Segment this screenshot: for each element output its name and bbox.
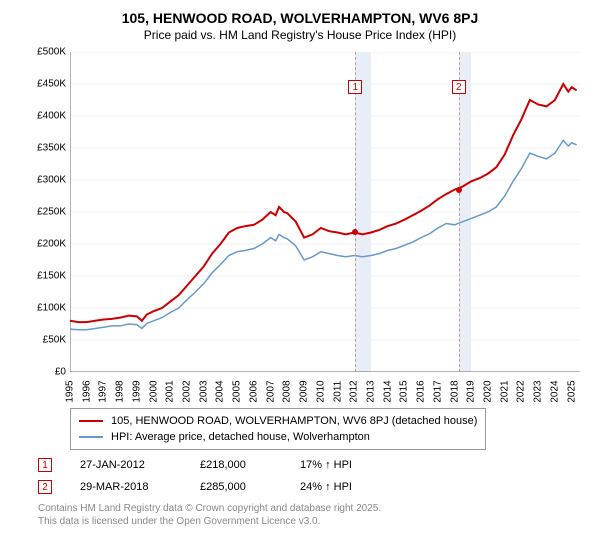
y-tick-label: £50K — [43, 335, 66, 346]
y-tick-label: £100K — [37, 303, 66, 314]
x-tick-label: 2004 — [215, 380, 226, 402]
legend-item: 105, HENWOOD ROAD, WOLVERHAMPTON, WV6 8P… — [79, 413, 477, 429]
x-tick-label: 2003 — [198, 380, 209, 402]
x-tick-label: 2021 — [499, 380, 510, 402]
x-tick-label: 2002 — [182, 380, 193, 402]
legend-label: 105, HENWOOD ROAD, WOLVERHAMPTON, WV6 8P… — [111, 413, 477, 429]
chart-area: £0£50K£100K£150K£200K£250K£300K£350K£400… — [18, 52, 582, 372]
transaction-date: 27-JAN-2012 — [80, 459, 200, 471]
transaction-date: 29-MAR-2018 — [80, 481, 200, 493]
transaction-hpi: 17% ↑ HPI — [300, 459, 400, 471]
transaction-marker: 1 — [348, 80, 362, 94]
x-tick-label: 2009 — [299, 380, 310, 402]
chart-title: 105, HENWOOD ROAD, WOLVERHAMPTON, WV6 8P… — [18, 10, 582, 26]
x-tick-label: 2014 — [382, 380, 393, 402]
y-tick-label: £450K — [37, 79, 66, 90]
transaction-dot — [456, 187, 462, 193]
legend-swatch — [79, 420, 103, 422]
footer-line: Contains HM Land Registry data © Crown c… — [38, 502, 582, 515]
legend-item: HPI: Average price, detached house, Wolv… — [79, 429, 477, 445]
x-tick-label: 2012 — [349, 380, 360, 402]
x-tick-label: 2017 — [432, 380, 443, 402]
y-tick-label: £150K — [37, 271, 66, 282]
transaction-number: 1 — [38, 458, 52, 472]
x-tick-label: 2023 — [533, 380, 544, 402]
x-tick-label: 1996 — [81, 380, 92, 402]
transaction-number: 2 — [38, 480, 52, 494]
y-tick-label: £200K — [37, 239, 66, 250]
transaction-price: £218,000 — [200, 459, 300, 471]
x-tick-label: 2024 — [549, 380, 560, 402]
x-tick-label: 2007 — [265, 380, 276, 402]
x-tick-label: 2025 — [566, 380, 577, 402]
transaction-row: 1 27-JAN-2012£218,00017% ↑ HPI — [38, 454, 582, 476]
x-tick-label: 1997 — [98, 380, 109, 402]
x-tick-label: 2013 — [365, 380, 376, 402]
y-tick-label: £300K — [37, 175, 66, 186]
legend-label: HPI: Average price, detached house, Wolv… — [111, 429, 370, 445]
transaction-marker: 2 — [452, 80, 466, 94]
transaction-price: £285,000 — [200, 481, 300, 493]
x-tick-label: 2011 — [332, 381, 343, 403]
footer-attribution: Contains HM Land Registry data © Crown c… — [38, 502, 582, 528]
x-tick-label: 2016 — [416, 380, 427, 402]
x-tick-label: 2006 — [248, 380, 259, 402]
x-tick-label: 2020 — [483, 380, 494, 402]
y-tick-label: £400K — [37, 111, 66, 122]
chart-subtitle: Price paid vs. HM Land Registry's House … — [18, 28, 582, 42]
x-tick-label: 2018 — [449, 380, 460, 402]
x-tick-label: 2001 — [165, 380, 176, 402]
transaction-dot — [352, 229, 358, 235]
y-tick-label: £250K — [37, 207, 66, 218]
x-tick-label: 2010 — [315, 380, 326, 402]
legend-swatch — [79, 436, 103, 438]
x-tick-label: 2015 — [399, 380, 410, 402]
x-tick-label: 2019 — [466, 380, 477, 402]
y-tick-label: £500K — [37, 47, 66, 58]
x-tick-label: 2022 — [516, 380, 527, 402]
transaction-hpi: 24% ↑ HPI — [300, 481, 400, 493]
transactions-table: 1 27-JAN-2012£218,00017% ↑ HPI 2 29-MAR-201… — [38, 454, 582, 498]
x-tick-label: 2008 — [282, 380, 293, 402]
x-tick-label: 2000 — [148, 380, 159, 402]
y-tick-label: £350K — [37, 143, 66, 154]
y-tick-label: £0 — [55, 367, 66, 378]
x-tick-label: 2005 — [232, 380, 243, 402]
legend: 105, HENWOOD ROAD, WOLVERHAMPTON, WV6 8P… — [70, 408, 486, 450]
x-tick-label: 1995 — [65, 380, 76, 402]
x-tick-label: 1998 — [115, 380, 126, 402]
transaction-row: 2 29-MAR-2018£285,00024% ↑ HPI — [38, 476, 582, 498]
footer-line: This data is licensed under the Open Gov… — [38, 515, 582, 528]
x-tick-label: 1999 — [131, 380, 142, 402]
